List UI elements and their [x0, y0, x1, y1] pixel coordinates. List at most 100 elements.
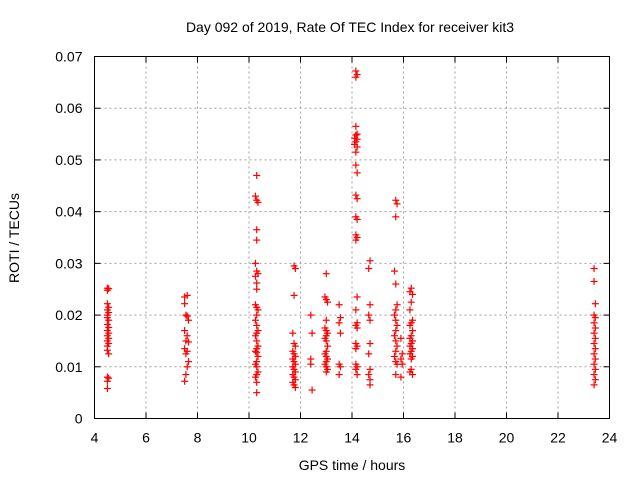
- data-point: [393, 342, 401, 350]
- data-point: [336, 363, 344, 371]
- data-point: [591, 355, 599, 363]
- data-point: [366, 301, 374, 309]
- y-tick-label: 0.07: [55, 49, 82, 65]
- data-point: [335, 319, 343, 327]
- data-point: [324, 342, 332, 350]
- data-points: [103, 67, 599, 397]
- data-point: [591, 314, 599, 322]
- data-point: [392, 213, 400, 221]
- data-point: [335, 301, 343, 309]
- data-point: [407, 298, 415, 306]
- data-point: [181, 327, 189, 335]
- data-point: [251, 332, 259, 340]
- data-point: [335, 371, 343, 379]
- data-point: [406, 321, 414, 329]
- data-point: [103, 385, 111, 393]
- data-point: [590, 350, 598, 358]
- data-point: [290, 291, 298, 299]
- x-axis-label: GPS time / hours: [299, 457, 406, 473]
- data-point: [183, 363, 191, 371]
- data-point: [352, 345, 360, 353]
- chart-title: Day 092 of 2019, Rate Of TEC Index for r…: [186, 19, 514, 35]
- data-point: [253, 321, 261, 329]
- y-tick-label: 0: [75, 411, 83, 427]
- data-point: [289, 329, 297, 337]
- y-tick-labels: 0 0.01 0.02 0.03 0.04 0.05 0.06 0.07: [55, 49, 82, 427]
- data-point: [322, 337, 330, 345]
- data-point: [253, 285, 261, 293]
- data-point: [308, 329, 316, 337]
- data-point: [365, 371, 373, 379]
- data-point: [392, 306, 400, 314]
- y-tick-label: 0.04: [55, 204, 82, 220]
- data-point: [251, 272, 259, 280]
- data-point: [291, 342, 299, 350]
- data-point: [352, 73, 360, 81]
- data-point: [103, 300, 111, 308]
- x-tick-label: 14: [344, 430, 360, 446]
- x-tick-label: 6: [142, 430, 150, 446]
- data-point: [352, 131, 360, 139]
- data-point: [353, 143, 361, 151]
- data-point: [353, 324, 361, 332]
- data-point: [392, 337, 400, 345]
- data-point: [184, 338, 192, 346]
- x-tick-labels: 4 6 8 10 12 14 16 18 20 22 24: [91, 430, 618, 446]
- data-point: [591, 334, 599, 342]
- data-point: [181, 300, 189, 308]
- data-point: [393, 321, 401, 329]
- x-tick-label: 16: [396, 430, 412, 446]
- data-point: [105, 285, 113, 293]
- data-point: [103, 377, 111, 385]
- data-point: [352, 161, 360, 169]
- data-point: [105, 350, 113, 358]
- data-point: [103, 346, 111, 354]
- axis-ticks: [94, 56, 610, 419]
- data-point: [591, 324, 599, 332]
- data-point: [366, 316, 374, 324]
- data-point: [105, 316, 113, 324]
- data-point: [183, 291, 191, 299]
- data-point: [365, 265, 373, 273]
- data-point: [393, 200, 401, 208]
- data-point: [590, 329, 598, 337]
- data-point: [307, 360, 315, 368]
- data-point: [366, 257, 374, 265]
- data-point: [366, 365, 374, 373]
- data-point: [253, 363, 261, 371]
- x-tick-label: 10: [241, 430, 257, 446]
- data-point: [409, 371, 417, 379]
- data-point: [352, 148, 360, 156]
- data-point: [353, 215, 361, 223]
- data-point: [392, 371, 400, 379]
- data-point: [183, 332, 191, 340]
- data-point: [253, 279, 261, 287]
- data-point: [184, 358, 192, 366]
- data-point: [409, 290, 417, 298]
- data-point: [392, 316, 400, 324]
- data-point: [590, 265, 598, 273]
- y-tick-label: 0.05: [55, 152, 82, 168]
- data-point: [353, 293, 361, 301]
- data-point: [591, 365, 599, 373]
- data-point: [397, 334, 405, 342]
- data-point: [254, 352, 262, 360]
- data-point: [253, 378, 261, 386]
- data-point: [353, 169, 361, 177]
- data-point: [352, 67, 360, 75]
- data-point: [103, 286, 111, 294]
- data-point: [390, 352, 398, 360]
- data-point: [406, 306, 414, 314]
- data-point: [251, 373, 259, 381]
- data-point: [291, 265, 299, 273]
- data-point: [322, 368, 330, 376]
- data-point: [251, 192, 259, 200]
- data-point: [182, 350, 190, 358]
- data-point: [407, 284, 415, 292]
- data-point: [352, 306, 360, 314]
- data-point: [352, 122, 360, 130]
- data-point: [392, 327, 400, 335]
- data-point: [590, 371, 598, 379]
- data-point: [397, 373, 405, 381]
